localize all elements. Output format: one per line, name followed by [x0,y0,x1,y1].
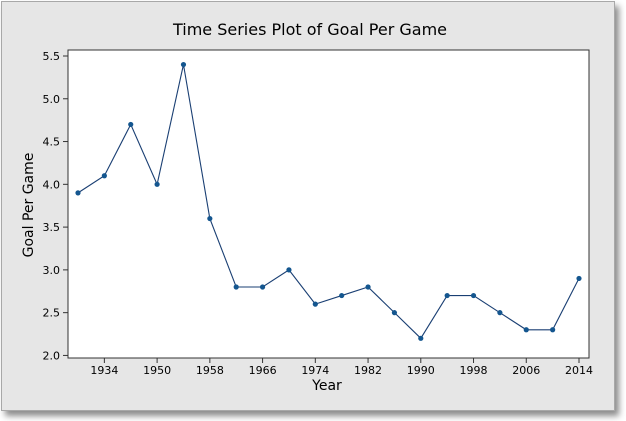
y-tick-label: 2.5 [43,307,61,320]
x-tick-label: 1958 [196,364,224,377]
plot-area [67,49,590,359]
y-tick-label: 4.0 [43,178,61,191]
y-tick-label: 5.0 [43,93,61,106]
data-point [233,284,239,290]
data-point [207,215,213,222]
series-line [77,64,580,340]
x-tick-label: 1950 [143,364,171,377]
y-tick-label: 3.0 [43,264,61,277]
x-tick-label: 1934 [90,364,118,377]
data-point [418,335,424,341]
data-point [576,275,582,282]
data-point [75,190,81,196]
data-point [497,310,503,316]
data-point [391,310,398,316]
x-tick-label: 1982 [354,364,382,377]
data-point [128,121,134,128]
x-tick-label: 1998 [460,364,488,377]
x-tick-label: 2014 [565,364,593,377]
data-point [312,301,318,307]
data-point [339,292,345,299]
data-point [286,267,292,273]
data-point [444,292,450,299]
x-axis-label: Year [311,378,342,394]
x-tick-label: 1966 [249,364,277,377]
data-point [523,327,529,333]
data-point [259,284,266,290]
x-tick-label: 1990 [407,364,435,377]
data-points [75,61,582,341]
data-point [101,173,107,179]
chart-title: Time Series Plot of Goal Per Game [172,20,447,39]
data-point [154,181,160,187]
x-axis: 1934 1950 1958 1966 1974 1982 1990 1998 2006 2014 [90,358,593,377]
y-tick-label: 4.5 [43,136,61,149]
x-tick-label: 2006 [512,364,540,377]
data-point [365,284,371,290]
y-axis-label: Goal Per Game [21,153,37,258]
data-point [550,327,556,333]
data-point [180,61,187,68]
x-tick-label: 1974 [301,364,329,377]
y-tick-label: 5.5 [43,50,61,63]
y-axis: 2.0 2.5 3.0 3.5 4.0 4.5 5.0 5.5 [43,50,68,362]
data-point [470,292,477,299]
y-tick-label: 2.0 [43,349,61,362]
y-tick-label: 3.5 [43,221,61,234]
